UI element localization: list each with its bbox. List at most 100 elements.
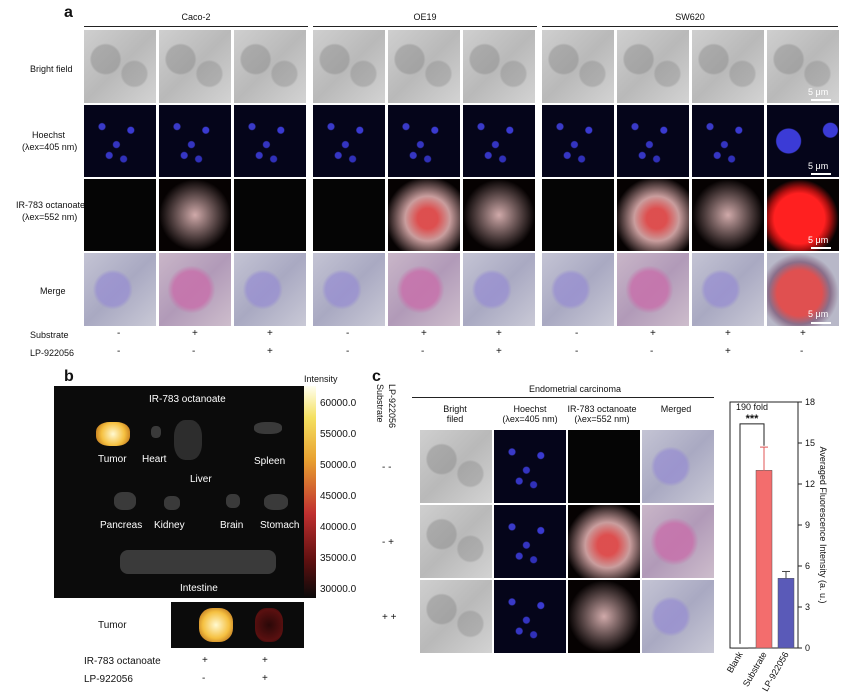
kidney-tissue bbox=[164, 496, 180, 510]
significance-label: *** bbox=[746, 413, 760, 425]
oe19-bf-3 bbox=[463, 30, 535, 103]
organ-fluorescence-image: IR-783 octanoate Tumor Heart Liver Splee… bbox=[54, 386, 304, 598]
inhibitor-sign: - bbox=[192, 346, 196, 357]
organ-label-intestine: Intestine bbox=[180, 583, 218, 594]
sw620-merge-3 bbox=[692, 253, 764, 326]
substrate-sign: + bbox=[496, 328, 502, 339]
oe19-ir-2 bbox=[388, 179, 460, 251]
b-sign: + bbox=[262, 673, 268, 684]
colorbar-tick: 45000.0 bbox=[320, 491, 357, 502]
c-col-bright-2: filed bbox=[446, 414, 464, 424]
c-row-signs-3: + + bbox=[382, 612, 397, 623]
panel-b-label: b bbox=[64, 368, 74, 385]
tumor-inhibited bbox=[255, 608, 283, 642]
inhibitor-sign: - bbox=[117, 346, 121, 357]
colorbar bbox=[304, 386, 316, 598]
organ-label-kidney: Kidney bbox=[154, 520, 185, 531]
row-label-ir783-ex: (λex=552 nm) bbox=[22, 212, 78, 222]
c-col-ir783-ex: (λex=552 nm) bbox=[574, 414, 630, 424]
organ-label-liver: Liver bbox=[190, 474, 212, 485]
c-bf-3 bbox=[420, 580, 492, 653]
brain-tissue bbox=[226, 494, 240, 508]
c-bf-2 bbox=[420, 505, 492, 578]
oe19-bf-2 bbox=[388, 30, 460, 103]
sw620-hoechst-1 bbox=[542, 105, 614, 177]
sw620-ir-1 bbox=[542, 179, 614, 251]
organ-label-tumor: Tumor bbox=[98, 454, 127, 465]
substrate-sign: + bbox=[725, 328, 731, 339]
oe19-merge-1 bbox=[313, 253, 385, 326]
organ-label-spleen: Spleen bbox=[254, 456, 286, 467]
c-hoechst-3 bbox=[494, 580, 566, 653]
inhibitor-sign: - bbox=[575, 346, 579, 357]
heart-tissue bbox=[151, 426, 161, 438]
caco2-merge-1 bbox=[84, 253, 156, 326]
group-label-oe19: OE19 bbox=[413, 12, 437, 22]
b-sign: - bbox=[202, 673, 206, 684]
b-sign: + bbox=[202, 655, 208, 666]
c-merge-1 bbox=[642, 430, 714, 503]
sw620-hoechst-3 bbox=[692, 105, 764, 177]
row-label-hoechst-ex: (λex=405 nm) bbox=[22, 142, 78, 152]
caco2-bf-3 bbox=[234, 30, 306, 103]
substrate-sign: + bbox=[650, 328, 656, 339]
colorbar-tick: 50000.0 bbox=[320, 460, 357, 471]
caco2-hoechst-3 bbox=[234, 105, 306, 177]
colorbar-tick: 60000.0 bbox=[320, 398, 357, 409]
tumor-comparison-image bbox=[171, 602, 304, 648]
y-tick-label: 0 bbox=[805, 643, 810, 653]
c-bf-1 bbox=[420, 430, 492, 503]
c-substrate-label: Substrate bbox=[375, 384, 385, 423]
c-ir-3 bbox=[568, 580, 640, 653]
tumor-tissue bbox=[96, 422, 130, 446]
colorbar-tick: 55000.0 bbox=[320, 429, 357, 440]
sw620-hoechst-4 bbox=[767, 105, 839, 177]
scale-label-4: 5 μm bbox=[808, 309, 829, 319]
sw620-bf-3 bbox=[692, 30, 764, 103]
oe19-ir-3 bbox=[463, 179, 535, 251]
row-label-ir783: IR-783 octanoate bbox=[16, 200, 86, 210]
caco2-bf-1 bbox=[84, 30, 156, 103]
organ-label-pancreas: Pancreas bbox=[100, 520, 143, 531]
c-ir-1 bbox=[568, 430, 640, 503]
y-tick-label: 15 bbox=[805, 438, 815, 448]
c-hoechst-1 bbox=[494, 430, 566, 503]
fluor-image-title: IR-783 octanoate bbox=[149, 394, 226, 405]
colorbar-tick: 40000.0 bbox=[320, 522, 357, 533]
oe19-bf-1 bbox=[313, 30, 385, 103]
bar bbox=[777, 578, 795, 649]
tumor-row-label: Tumor bbox=[98, 620, 127, 631]
caco2-bf-2 bbox=[159, 30, 231, 103]
group-line-oe19 bbox=[313, 26, 537, 27]
group-line-caco2 bbox=[84, 26, 308, 27]
caco2-ir-2 bbox=[159, 179, 231, 251]
caco2-hoechst-2 bbox=[159, 105, 231, 177]
scale-bar bbox=[811, 99, 831, 101]
category-label: Blank bbox=[725, 650, 745, 675]
oe19-hoechst-2 bbox=[388, 105, 460, 177]
caco2-ir-3 bbox=[234, 179, 306, 251]
oe19-merge-2 bbox=[388, 253, 460, 326]
sw620-bf-2 bbox=[617, 30, 689, 103]
substrate-sign: + bbox=[800, 328, 806, 339]
scale-label-1: 5 μm bbox=[808, 87, 829, 97]
colorbar-tick: 35000.0 bbox=[320, 553, 357, 564]
oe19-hoechst-3 bbox=[463, 105, 535, 177]
caco2-merge-2 bbox=[159, 253, 231, 326]
b-row2-label: LP-922056 bbox=[84, 674, 133, 685]
oe19-ir-1 bbox=[313, 179, 385, 251]
c-row-signs-1: - - bbox=[382, 462, 392, 473]
substrate-sign: - bbox=[575, 328, 579, 339]
c-col-merged: Merged bbox=[660, 404, 692, 414]
caco2-hoechst-1 bbox=[84, 105, 156, 177]
fold-annotation: 190 fold bbox=[736, 402, 768, 412]
significance-bracket bbox=[739, 423, 765, 644]
scale-bar bbox=[811, 322, 831, 324]
caco2-ir-1 bbox=[84, 179, 156, 251]
colorbar-title: Intensity bbox=[304, 374, 338, 384]
tissue-title: Endometrial carcinoma bbox=[528, 384, 622, 394]
substrate-sign: + bbox=[192, 328, 198, 339]
b-row1-label: IR-783 octanoate bbox=[84, 656, 161, 667]
caco2-merge-3 bbox=[234, 253, 306, 326]
c-col-ir783: IR-783 octanoate bbox=[567, 404, 637, 414]
